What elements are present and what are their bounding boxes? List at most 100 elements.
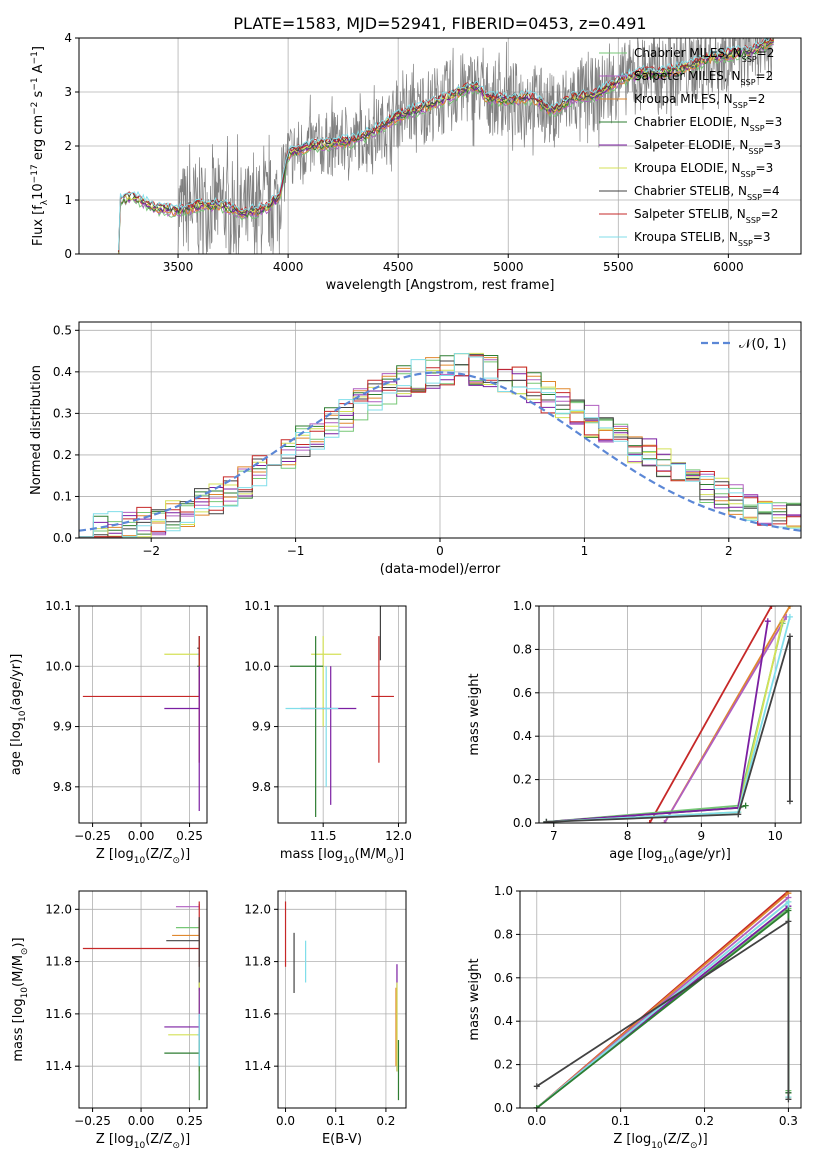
- label-part: )]: [698, 1132, 708, 1147]
- y-tick-label: 0.4: [494, 1014, 513, 1028]
- label-script: ⊙: [20, 948, 30, 956]
- weight-marker: [661, 820, 668, 823]
- panel-age-vs-mass: 11.5 12.0 9.8 9.9 10.0 10.1 mass [log10(M/M⊙)]: [244, 599, 412, 866]
- x-tick-label: 3500: [163, 260, 194, 274]
- weight-line-7: [536, 908, 790, 1108]
- plot-area-massweight-vs-Z: [533, 891, 792, 1108]
- axes-frame: [277, 605, 407, 824]
- weight-marker: [646, 820, 653, 823]
- y-tick-label: 4: [64, 31, 72, 45]
- panel-massweight-vs-Z: 0.0 0.1 0.2 0.3 0.0 0.2 0.4 0.6 0.8 1.0 Z [log10(Z…: [467, 884, 802, 1151]
- panel-mass-vs-EBV: 0.0 0.1 0.2 11.4 11.6 11.8 12.0 E(B-V): [244, 890, 407, 1147]
- legend-nssp: =2: [748, 92, 766, 106]
- label-part: Flux [f: [31, 205, 46, 246]
- x-tick-label: 0.25: [176, 829, 203, 843]
- y-tick-label: 1: [64, 193, 72, 207]
- model-spectrum-8: [118, 38, 771, 251]
- y-axis-label: Normed distribution: [29, 365, 44, 495]
- y-tick-label: 9.9: [252, 720, 271, 734]
- legend-nssp: =2: [756, 69, 774, 83]
- x-axis-label: age [log10(age/yr)]: [609, 847, 731, 866]
- label-script: −17: [30, 164, 40, 183]
- y-axis-label: age [log10(age/yr)]: [9, 654, 28, 776]
- x-axis-label: mass [log10(M/M⊙)]: [280, 847, 404, 866]
- x-tick-label: 1: [581, 544, 589, 558]
- legend-sub: SSP: [746, 216, 761, 225]
- weight-marker: [786, 606, 793, 609]
- y-tick-label: 1.0: [513, 599, 532, 613]
- legend-sub: SSP: [733, 101, 748, 110]
- label-part: )]: [394, 847, 404, 862]
- label-script: ⊙: [386, 856, 394, 866]
- label-part: (M/M: [11, 955, 26, 987]
- y-tick-label: 0.4: [513, 729, 532, 743]
- y-tick-label: 10.0: [244, 659, 271, 673]
- label-part: age [log: [609, 847, 662, 862]
- y-axis-label: mass [log10(M/M⊙)]: [11, 937, 30, 1061]
- weight-marker: [785, 1096, 792, 1103]
- legend-nssp: =3: [756, 161, 774, 175]
- label-script: 10: [662, 856, 674, 866]
- label-part: )]: [180, 1132, 190, 1147]
- legend-nssp: =3: [765, 115, 783, 129]
- y-tick-label: 12.0: [244, 902, 271, 916]
- legend-nssp: =3: [753, 230, 771, 244]
- legend-sub: SSP: [742, 55, 757, 64]
- label-part: 10: [31, 183, 46, 200]
- y-tick-label: 0.8: [494, 927, 513, 941]
- y-tick-label: 0.5: [53, 323, 72, 337]
- label-script: 10: [134, 856, 146, 866]
- x-tick-label: 0.00: [128, 829, 155, 843]
- x-tick-label: 7: [550, 829, 558, 843]
- x-tick-label: −2: [142, 544, 160, 558]
- x-axis-label: Z [log10(Z/Z⊙)]: [96, 847, 190, 866]
- y-tick-label: 9.8: [252, 780, 271, 794]
- legend-sub: SSP: [738, 239, 753, 248]
- x-tick-label: 8: [624, 829, 632, 843]
- panel-spectrum: 3500 4000 4500 5000 5500 6000 0 1 2 3 4 wavelength …: [30, 31, 802, 293]
- plot-area-mass-vs-EBV: [284, 901, 400, 1101]
- legend-nssp: =2: [761, 207, 779, 221]
- plot-area-massweight-vs-age: [543, 606, 793, 823]
- x-tick-label: 12.0: [385, 829, 412, 843]
- spectrum-legend: Chabrier MILES, NSSP=2 Salpeter MILES, NS…: [599, 46, 782, 248]
- label-part: mass [log: [280, 847, 343, 862]
- x-tick-label: 0: [436, 544, 444, 558]
- legend-nssp: =2: [757, 46, 775, 60]
- x-tick-label: 9: [698, 829, 706, 843]
- y-tick-label: 0.6: [494, 971, 513, 985]
- label-part: )]: [11, 937, 26, 947]
- x-tick-label: 0.2: [695, 1114, 714, 1128]
- legend-label-normal: 𝒩(0, 1): [739, 337, 786, 352]
- label-part: (Z/Z: [663, 1132, 690, 1147]
- y-tick-label: 2: [64, 139, 72, 153]
- label-part: (age/yr)]: [674, 847, 731, 862]
- x-tick-label: 4500: [383, 260, 414, 274]
- y-tick-label: 10.1: [45, 599, 72, 613]
- y-tick-label: 9.9: [53, 720, 72, 734]
- label-part: ]: [31, 46, 46, 51]
- y-tick-label: 0.0: [53, 531, 72, 545]
- y-tick-label: 11.4: [244, 1059, 271, 1073]
- x-tick-label: 0.2: [376, 1114, 395, 1128]
- label-part: erg cm: [31, 115, 46, 164]
- y-tick-label: 11.6: [244, 1007, 271, 1021]
- weight-marker: [779, 618, 786, 625]
- label-part: mass [log: [11, 998, 26, 1061]
- label-script: −1: [30, 51, 40, 64]
- y-tick-label: 0: [64, 247, 72, 261]
- legend-label-0: Chabrier MILES, NSSP=2: [634, 46, 774, 64]
- y-tick-label: 10.0: [45, 659, 72, 673]
- y-tick-label: 0.0: [494, 1101, 513, 1115]
- y-tick-label: 1.0: [494, 884, 513, 898]
- legend-label-5: Kroupa ELODIE, NSSP=3: [634, 161, 773, 179]
- y-tick-label: 3: [64, 85, 72, 99]
- label-part: A: [31, 64, 46, 77]
- x-axis-label: Z [log10(Z/Z⊙)]: [96, 1132, 190, 1151]
- legend-sub: SSP: [741, 78, 756, 87]
- y-tick-label: 0.4: [53, 365, 72, 379]
- y-axis-label: mass weight: [467, 673, 482, 755]
